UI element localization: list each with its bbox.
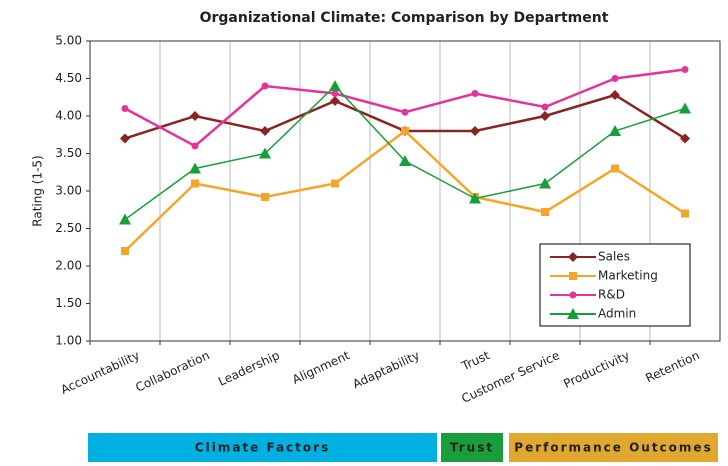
marker [611,164,619,173]
y-tick-label: 1.50 [55,296,82,310]
marker [539,177,551,189]
marker [119,213,131,225]
series-line [124,129,686,252]
marker [121,105,129,112]
marker [191,142,199,150]
y-tick-label: 3.00 [55,184,82,198]
y-tick-label: 1.00 [55,334,82,348]
marker [331,90,339,97]
marker [120,133,130,144]
x-tick-label: Productivity [561,348,631,391]
marker [470,126,480,136]
y-tick-label: 2.00 [55,259,82,273]
legend-marker [568,252,578,262]
legend-label: Sales [598,250,630,264]
marker [681,66,689,73]
y-tick-label: 5.00 [55,34,82,48]
x-tick-label: Collaboration [133,348,211,394]
marker [260,126,270,136]
marker [541,208,549,216]
marker [401,108,409,116]
marker [401,127,409,135]
marker [540,111,550,121]
legend-label: Admin [598,307,636,321]
marker [679,102,691,114]
marker [471,90,479,97]
group-band [509,433,718,462]
y-tick-label: 2.50 [55,221,82,235]
marker [121,247,129,255]
group-label: Performance Outcomes [514,441,712,455]
marker [331,179,339,188]
marker [680,133,690,144]
legend-label: Marketing [598,269,658,283]
x-tick-label: Alignment [290,348,352,387]
x-tick-label: Accountability [59,348,142,397]
marker [189,162,201,174]
marker [609,125,621,136]
marker [261,82,269,90]
legend-marker [569,272,577,280]
group-label: Climate Factors [195,441,330,455]
series-line [124,84,686,221]
marker [399,155,411,166]
x-tick-label: Trust [459,348,492,374]
y-tick-label: 3.50 [55,146,82,160]
group-band [88,433,437,462]
legend-marker [569,291,577,299]
x-tick-label: Retention [643,348,701,385]
marker [611,75,619,82]
group-band [441,433,503,462]
y-tick-label: 4.00 [55,109,82,123]
marker [610,90,620,100]
x-tick-label: Adaptability [351,348,422,391]
marker [541,103,549,111]
marker [330,96,340,106]
marker [469,192,481,204]
marker [329,80,341,91]
y-tick-label: 4.50 [55,71,82,85]
x-tick-label: Leadership [216,348,282,389]
y-axis-label: Rating (1-5) [31,155,45,226]
marker [259,147,271,159]
group-label: Trust [450,441,494,455]
chart-title: Organizational Climate: Comparison by De… [200,10,609,26]
marker [191,179,199,188]
legend-label: R&D [598,288,625,302]
legend-marker [567,308,579,319]
marker [190,111,200,121]
marker [261,193,269,201]
marker [681,209,689,218]
